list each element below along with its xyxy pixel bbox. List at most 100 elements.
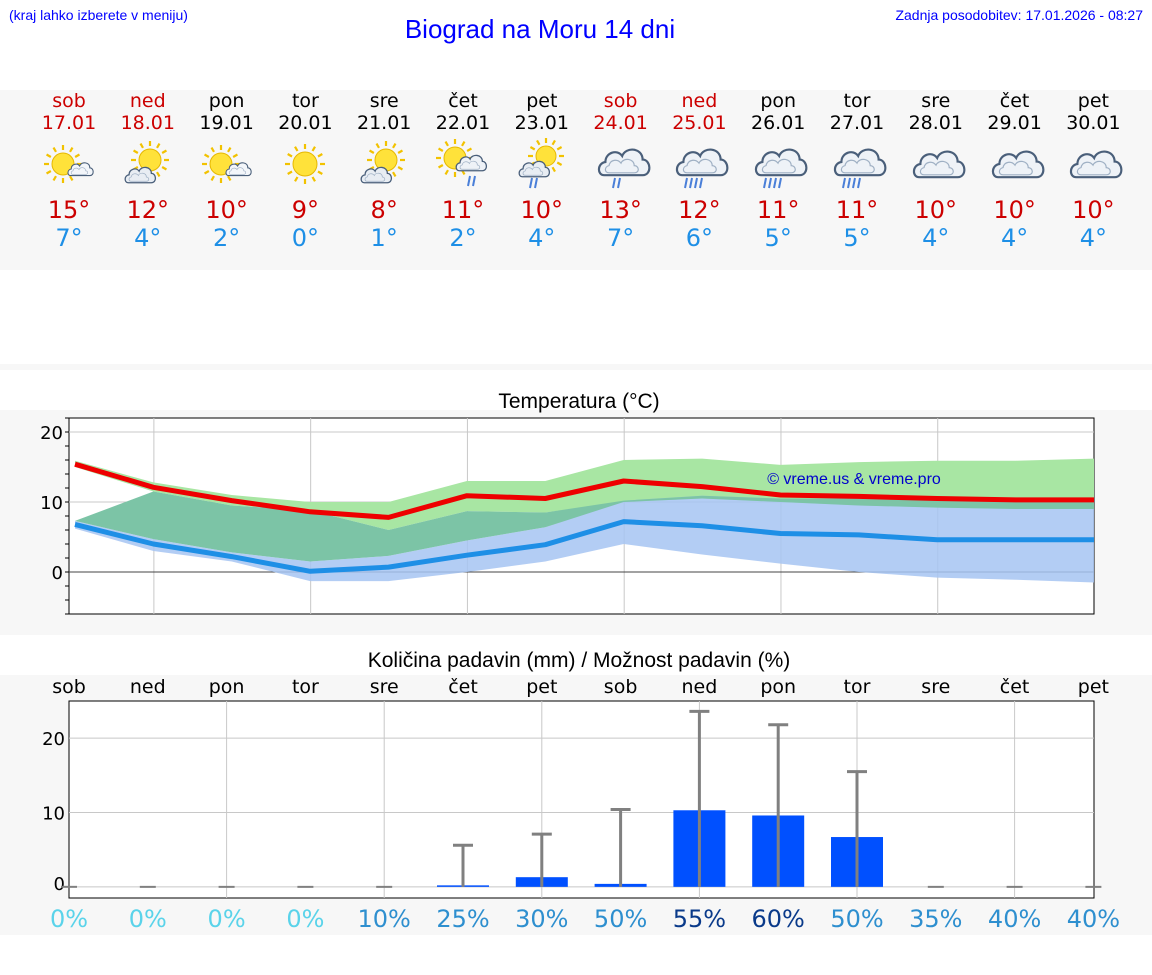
max-temperature: 10° [993,196,1036,224]
forecast-day: pet 23.01 10° 4° [502,90,581,252]
forecast-band [0,90,1152,270]
x-category-label: sre [921,676,950,698]
max-temperature: 10° [205,196,248,224]
date-label: 19.01 [199,112,254,134]
menu-hint: (kraj lahko izberete v meniju) [9,7,188,23]
date-label: 17.01 [41,112,97,134]
weekday-label: sob [52,90,86,112]
x-category-label: pon [209,676,245,698]
sun-cloud-icon [187,134,266,198]
max-temperature: 9° [291,196,320,224]
heavy-rain-cloud-icon [818,134,897,198]
weekday-label: čet [448,90,478,112]
forecast-day: čet 29.01 10° 4° [975,90,1054,252]
tmax-series-line [74,461,1094,520]
last-updated: Zadnja posodobitev: 17.01.2026 - 08:27 [895,7,1143,23]
precip-probability-label: 0% [129,905,167,933]
x-category-label: pon [760,676,796,698]
max-temperature: 11° [441,196,485,224]
date-label: 18.01 [120,112,175,134]
x-category-label: sob [52,676,86,698]
y-tick-label: 20 [42,729,65,750]
date-label: 21.01 [356,112,412,134]
precip-probability-label: 50% [594,905,647,933]
precip-probability-label: 55% [673,905,726,933]
date-label: 26.01 [750,112,806,134]
y-tick-label: 0 [54,874,65,895]
weekday-label: sob [603,90,638,112]
weekday-label: sre [369,90,399,112]
weekday-label: ned [129,90,166,112]
min-temperature: 5° [764,224,792,252]
date-label: 27.01 [829,112,885,134]
forecast-day: sre 21.01 8° 1° [345,90,424,252]
precip-probability-label: 40% [1067,905,1120,933]
rain-cloud-icon [581,134,660,198]
x-category-label: čet [1000,676,1030,698]
y-tick-label: 0 [52,563,63,584]
forecast-day: čet 22.01 11° 2° [424,90,503,252]
cloud-icon [896,134,975,198]
heavy-rain-cloud-icon [660,134,739,198]
x-category-label: pet [1078,676,1109,698]
date-label: 23.01 [514,112,569,134]
cloud-icon [1054,134,1133,198]
forecast-day: pet 30.01 10° 4° [1054,90,1133,252]
forecast-day: tor 27.01 11° 5° [818,90,897,252]
tmin-series-line [74,519,1094,574]
weekday-label: pet [1077,90,1109,112]
y-tick-label: 10 [40,493,63,514]
x-category-label: pet [526,676,557,698]
precip-probability-label: 50% [830,905,883,933]
y-tick-label: 20 [40,423,63,444]
forecast-day: sre 28.01 10° 4° [896,90,975,252]
min-temperature: 5° [843,224,871,252]
precip-probability-label: 40% [988,905,1041,933]
min-temperature: 0° [291,224,320,252]
chart-title: Temperatura (°C) [498,390,659,413]
precip-probability-label: 0% [208,905,246,933]
min-temperature: 7° [606,224,635,252]
min-temperature: 4° [528,224,556,252]
max-temperature: 12° [126,196,170,224]
min-temperature: 4° [1079,224,1108,252]
max-temperature: 11° [756,196,800,224]
weekday-label: sre [921,90,951,112]
precip-probability-label: 25% [436,905,489,933]
min-temperature: 4° [1000,224,1029,252]
date-label: 22.01 [435,112,491,134]
date-label: 30.01 [1066,112,1121,134]
x-category-label: ned [682,676,718,698]
date-label: 28.01 [908,112,963,134]
cloud-icon [975,134,1054,198]
min-temperature: 2° [449,224,477,252]
precip-probability-label: 10% [358,905,411,933]
x-category-label: ned [130,676,166,698]
forecast-day: ned 18.01 12° 4° [108,90,187,252]
y-tick-label: 10 [42,804,65,825]
min-temperature: 4° [922,224,950,252]
sun-cloud-icon [30,134,109,198]
weekday-label: tor [291,90,319,112]
weekday-label: pon [208,90,245,112]
x-category-label: tor [292,676,319,698]
page-title: Biograd na Moru 14 dni [404,14,676,44]
weekday-label: tor [843,90,871,112]
plot-area [68,700,1095,899]
heavy-rain-cloud-icon [739,134,818,198]
overlap-band [75,491,1094,562]
date-label: 25.01 [672,112,727,134]
weekday-label: ned [681,90,718,112]
precip-probability-label: 0% [50,905,88,933]
forecast-day: sob 24.01 13° 7° [581,90,660,252]
weekday-label: pon [760,90,797,112]
sun-rain-cloud-icon [424,134,503,198]
weekday-label: pet [526,90,558,112]
precip-probability-label: 35% [909,905,962,933]
min-temperature: 2° [212,224,241,252]
weekday-label: čet [999,90,1030,112]
min-temperature: 7° [55,224,83,252]
cloud-sun-icon [345,134,424,198]
